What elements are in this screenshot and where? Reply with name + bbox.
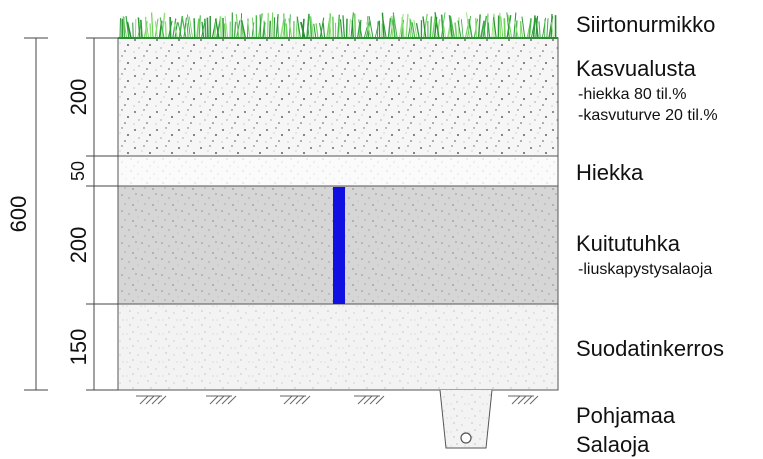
- label-filter: Suodatinkerros: [576, 336, 724, 361]
- layer-sand: [117, 155, 559, 187]
- dim-sand-label: 50: [68, 161, 88, 181]
- label-drain: Salaoja: [576, 432, 650, 457]
- dim-filter-label: 150: [66, 329, 91, 366]
- drain-trench: [439, 389, 493, 449]
- note-strip-drain: -liuskapystysalaoja: [578, 261, 713, 278]
- dim-growing-label: 200: [66, 79, 91, 116]
- dim-ash-label: 200: [66, 227, 91, 264]
- dimension-layers: [86, 37, 118, 391]
- drain-pipe-icon: [460, 432, 472, 444]
- strip-drain: [333, 187, 345, 304]
- note-growing-peat: -kasvuturve 20 til.%: [578, 107, 718, 124]
- label-sand: Hiekka: [576, 160, 644, 185]
- dim-total-label: 600: [6, 196, 31, 233]
- dimension-total: [24, 37, 48, 391]
- layer-filter: [117, 303, 559, 391]
- label-turf: Siirtonurmikko: [576, 12, 716, 37]
- layer-growing-medium: [117, 37, 559, 157]
- label-growing-medium: Kasvualusta: [576, 56, 696, 81]
- note-growing-sand: -hiekka 80 til.%: [578, 86, 687, 103]
- label-fibre-ash: Kuitutuhka: [576, 231, 680, 256]
- subgrade-hatching: [136, 395, 539, 405]
- turf-grass: [118, 12, 558, 39]
- label-subgrade: Pohjamaa: [576, 403, 676, 428]
